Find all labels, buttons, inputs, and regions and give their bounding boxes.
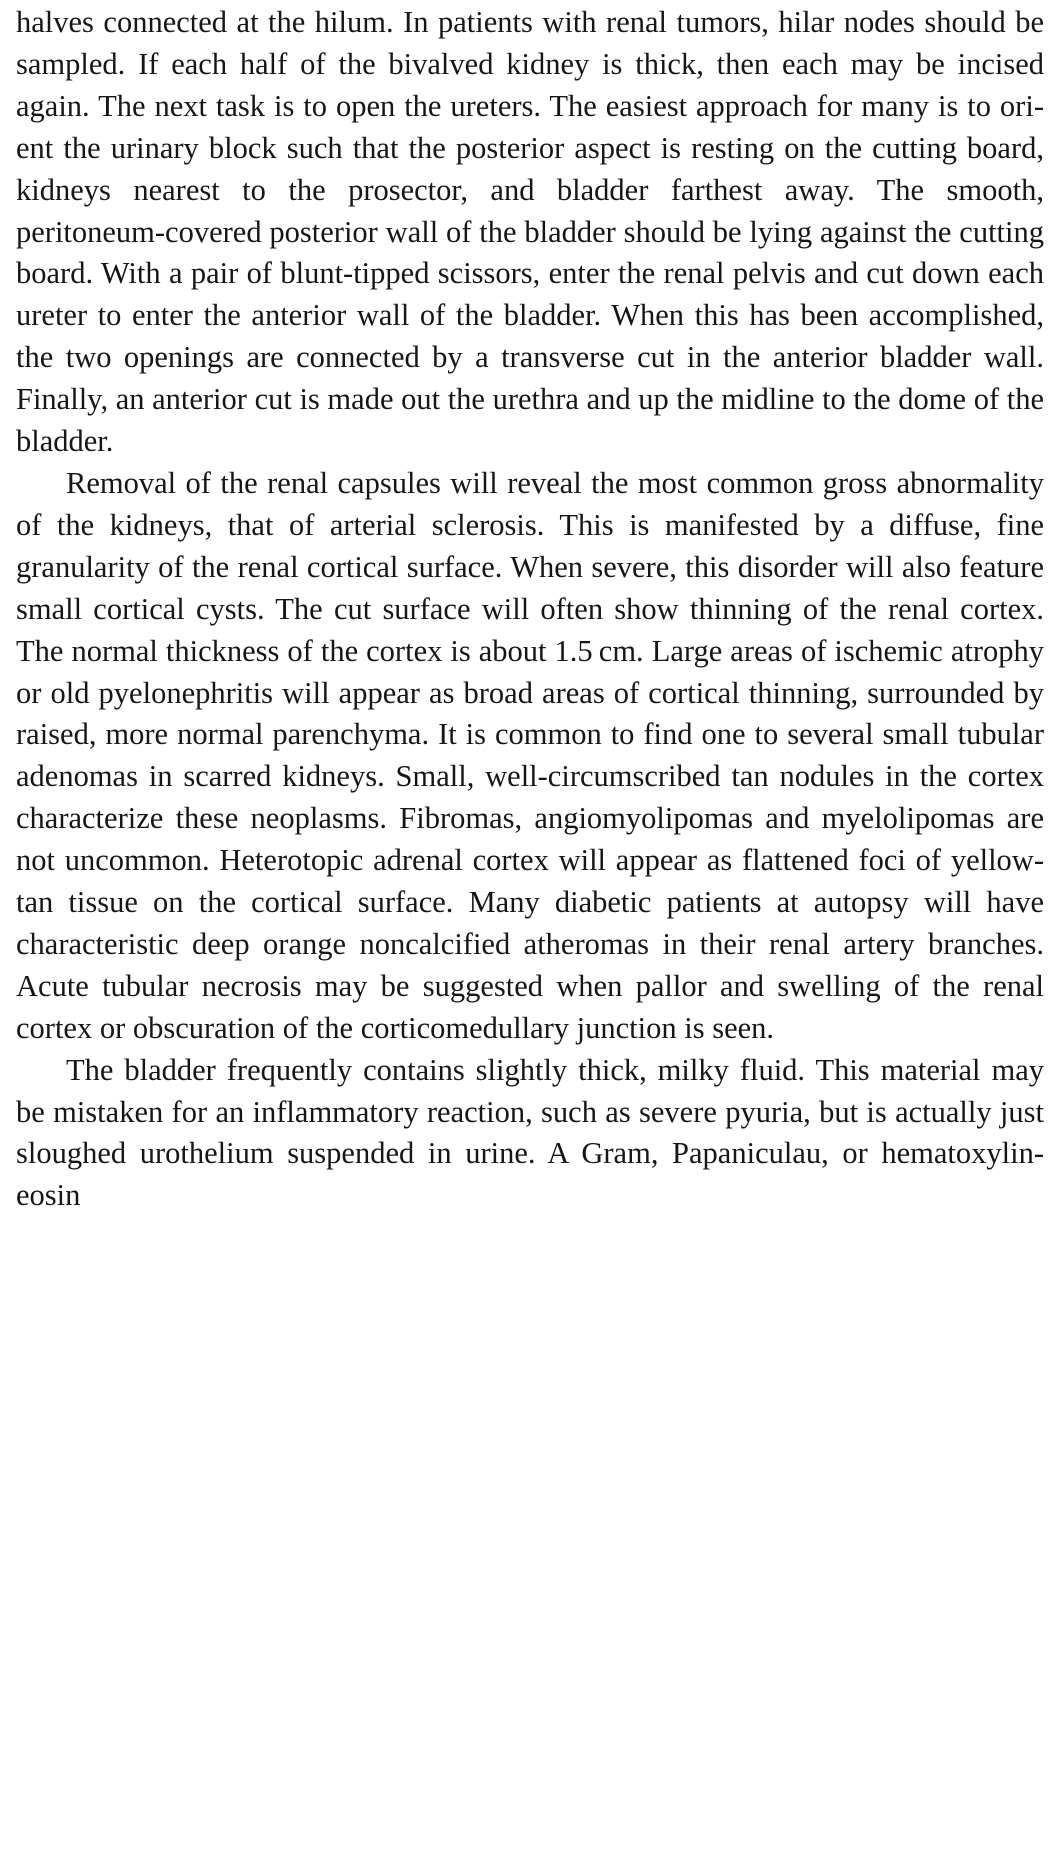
paragraph-renal-capsules: Removal of the renal capsules will revea…	[16, 465, 1044, 1045]
paragraph-ureter-opening: halves connected at the hilum. In patien…	[16, 5, 1044, 459]
document-page: halves connected at the hilum. In patien…	[16, 2, 1044, 1217]
paragraph-bladder-fluid: The bladder frequently contains slightly…	[16, 1052, 1044, 1213]
